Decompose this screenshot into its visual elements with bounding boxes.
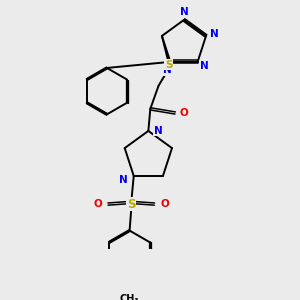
Text: CH₃: CH₃ — [120, 293, 140, 300]
Text: N: N — [180, 7, 188, 16]
Text: N: N — [164, 65, 172, 75]
Text: N: N — [154, 126, 163, 136]
Text: N: N — [210, 29, 219, 39]
Text: O: O — [160, 199, 169, 209]
Text: N: N — [119, 175, 128, 185]
Text: S: S — [165, 60, 172, 70]
Text: O: O — [179, 108, 188, 118]
Text: S: S — [127, 198, 136, 211]
Text: N: N — [200, 61, 208, 71]
Text: O: O — [94, 199, 103, 209]
